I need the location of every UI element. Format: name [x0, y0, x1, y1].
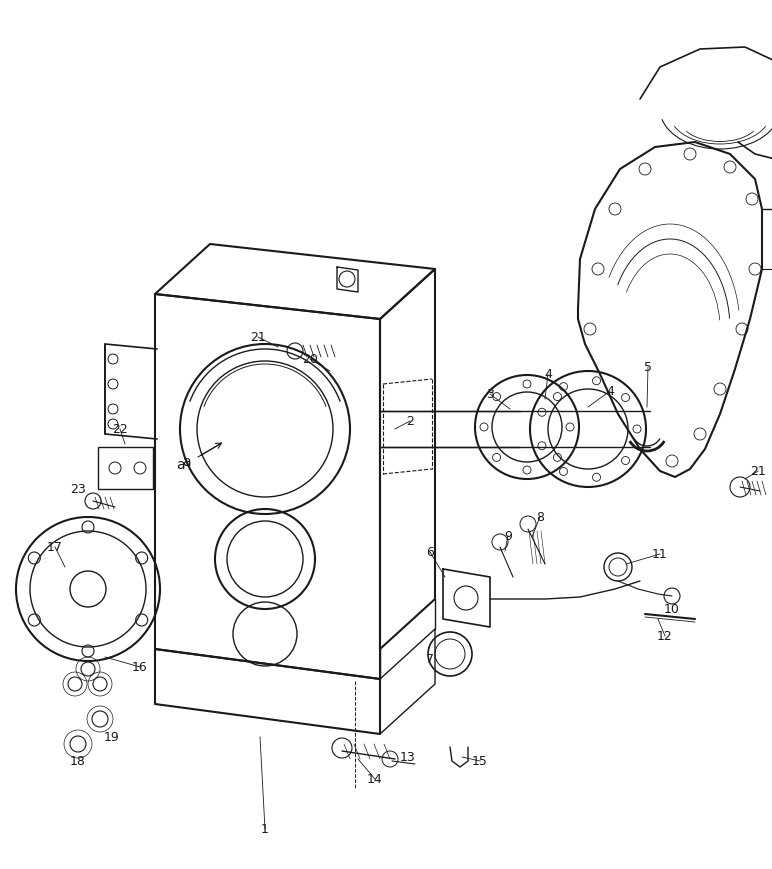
Text: 6: 6	[426, 546, 434, 559]
Text: 10: 10	[664, 603, 680, 616]
Text: 20: 20	[302, 353, 318, 366]
Text: 21: 21	[750, 465, 766, 478]
Text: 12: 12	[657, 630, 673, 643]
Text: 5: 5	[644, 362, 652, 374]
Text: 21: 21	[250, 331, 266, 344]
Text: a: a	[181, 454, 191, 468]
Text: 9: 9	[504, 530, 512, 543]
Text: 17: 17	[47, 541, 63, 554]
Text: 1: 1	[261, 823, 269, 835]
Text: 11: 11	[652, 547, 668, 561]
Text: 2: 2	[406, 415, 414, 428]
Text: 8: 8	[536, 511, 544, 524]
Text: 22: 22	[112, 423, 128, 436]
Text: 16: 16	[132, 660, 148, 673]
Text: 14: 14	[367, 773, 383, 786]
Text: 15: 15	[472, 754, 488, 767]
Text: 4: 4	[606, 385, 614, 398]
Text: 13: 13	[400, 751, 416, 764]
Text: 18: 18	[70, 754, 86, 767]
Text: 4: 4	[544, 368, 552, 381]
Text: 3: 3	[486, 388, 494, 401]
Text: 19: 19	[104, 731, 120, 744]
Text: 23: 23	[70, 483, 86, 496]
Text: 7: 7	[426, 653, 434, 666]
Bar	[98, 448, 153, 489]
Text: a: a	[176, 457, 185, 472]
